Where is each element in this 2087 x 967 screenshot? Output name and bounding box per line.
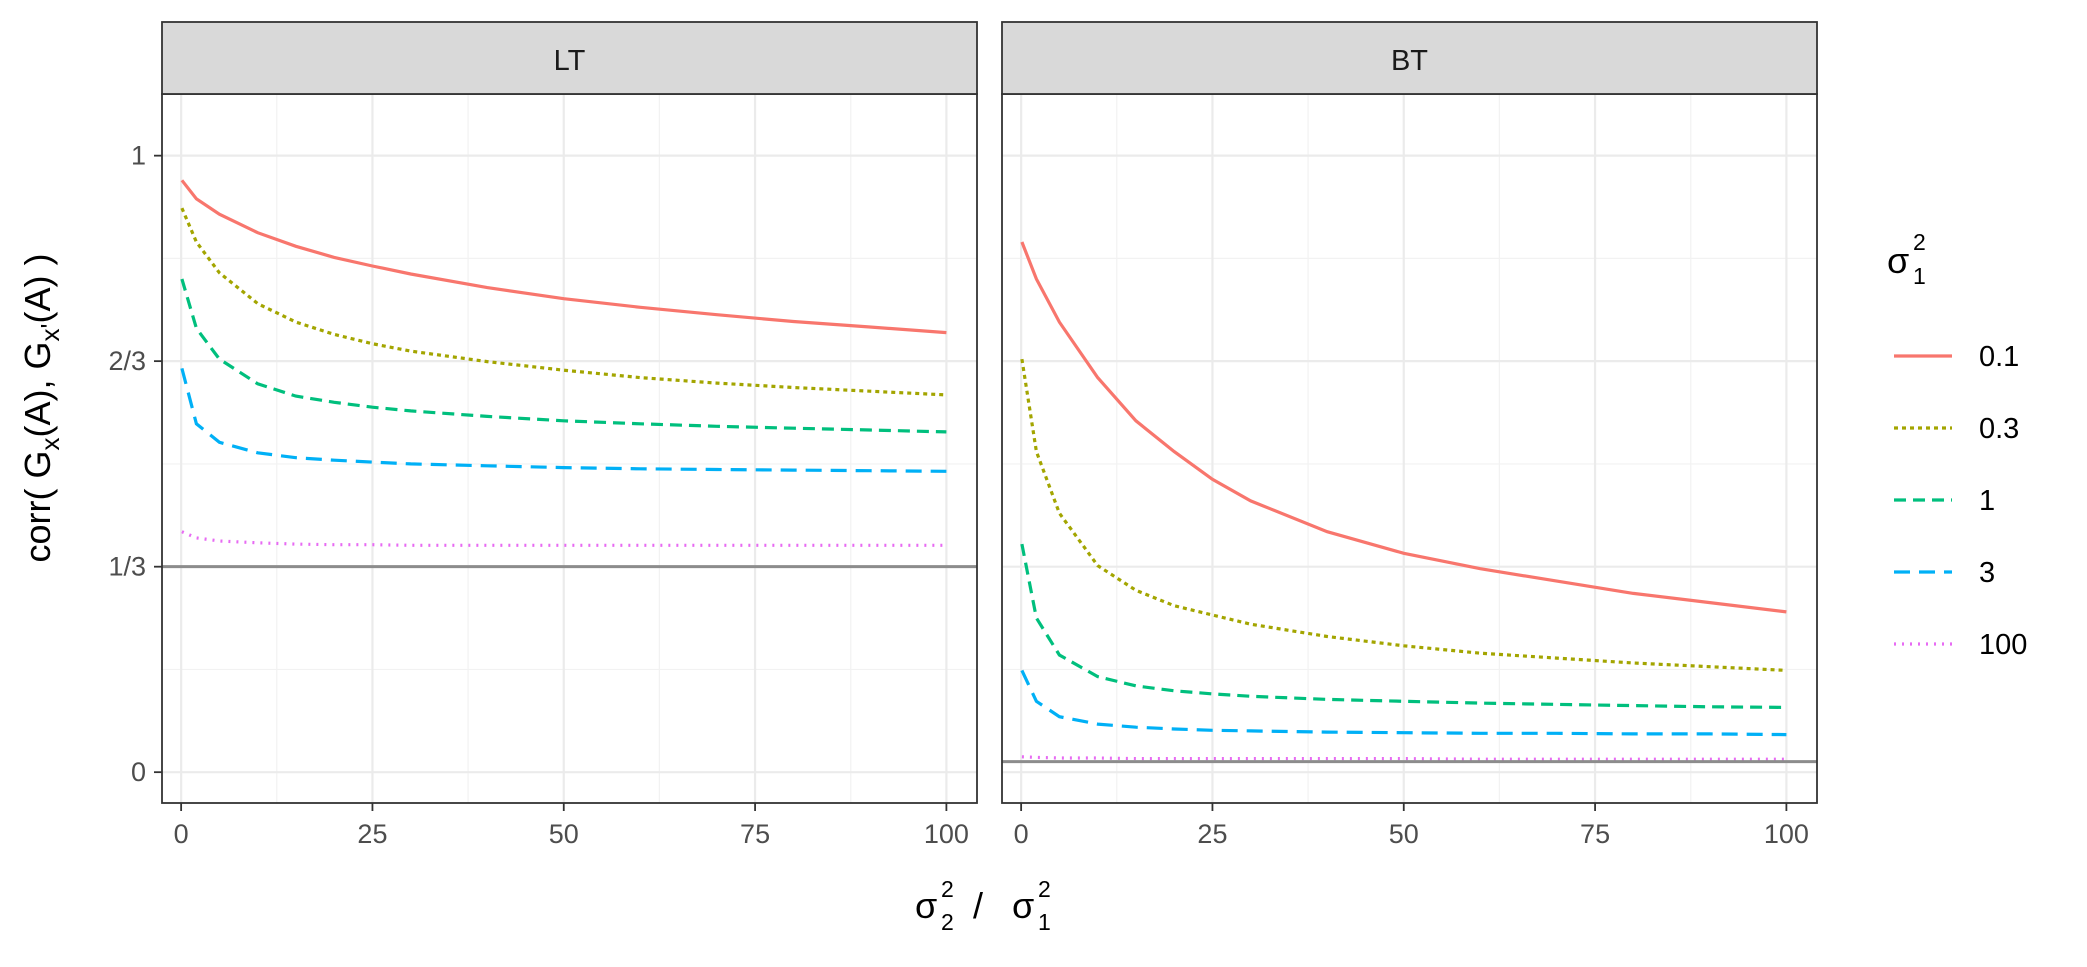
y-tick-label: 2/3 [108,346,146,376]
series-line-lt-0.1 [180,179,947,335]
legend-label: 0.3 [1979,413,2019,445]
x-tick-label: 100 [1764,819,1809,849]
x-tick-label: 0 [174,819,189,849]
x-tick-label: 25 [1197,819,1227,849]
legend-label: 3 [1979,557,1995,589]
strip-background [1001,21,1818,95]
strip-label-lt: LT [554,45,586,77]
panel-background [162,94,977,803]
legend-title-sup: 2 [1913,229,1926,255]
x-tick-label: 75 [1580,819,1610,849]
strip-label-bt: BT [1391,45,1428,77]
panel-lt: LT 0 25 50 75 100 0 1/3 2/3 1 [108,21,978,849]
y-tick-label: 1 [131,141,146,171]
legend-title-sub: 1 [1913,263,1926,289]
y-axis-title-mid: (A), G [17,341,58,437]
x-axis-title-sigma-b: σ [1012,885,1034,926]
series-line-bt-100 [1021,755,1787,761]
legend-item-0.1: 0.1 [1894,341,2019,373]
legend-label: 1 [1979,485,1995,517]
y-axis-title-post: (A) ) [17,254,58,324]
x-tick-label: 50 [1389,819,1419,849]
y-axis-title-pre: corr( G [17,450,58,562]
y-tick-label: 0 [131,757,146,787]
series-line-lt-3 [180,367,947,473]
legend-item-1: 1 [1894,485,1995,517]
legend: σ 2 1 0.1 0.3 1 3 100 [1887,229,2027,661]
legend-label: 0.1 [1979,341,2019,373]
legend-label: 100 [1979,629,2027,661]
x-tick-label: 50 [549,819,579,849]
legend-item-100: 100 [1894,629,2027,661]
panel-background [1002,94,1817,803]
x-axis-title-sub-b: 1 [1038,909,1051,935]
x-axis-title: σ 2 2 / σ 2 1 [915,876,1051,935]
y-axis-title-sub2: x' [35,324,65,342]
legend-title-sigma: σ [1887,240,1909,281]
x-axis-title-sigma-a: σ [915,885,937,926]
y-tick-label: 1/3 [108,552,146,582]
strip-background [161,21,978,95]
series-line-lt-1 [180,278,947,434]
series-line-bt-0.1 [1020,241,1787,614]
series-line-lt-0.3 [180,207,947,397]
x-tick-label: 75 [740,819,770,849]
x-tick-label: 0 [1014,819,1029,849]
x-axis-title-sep: / [963,885,993,926]
y-axis-title: corr( Gx(A), Gx'(A) ) [17,254,65,563]
panel-bt: BT 0 25 50 75 100 [1001,21,1818,849]
series-line-bt-3 [1020,669,1787,737]
x-tick-label: 100 [924,819,969,849]
x-axis-title-sub-a: 2 [941,909,954,935]
legend-item-0.3: 0.3 [1894,413,2019,445]
x-axis-title-sup-b: 2 [1038,876,1051,902]
y-axis-title-sub1: x [35,437,65,450]
x-axis-title-sup-a: 2 [941,876,954,902]
series-line-bt-1 [1020,543,1787,709]
legend-item-3: 3 [1894,557,1995,589]
x-tick-label: 25 [357,819,387,849]
